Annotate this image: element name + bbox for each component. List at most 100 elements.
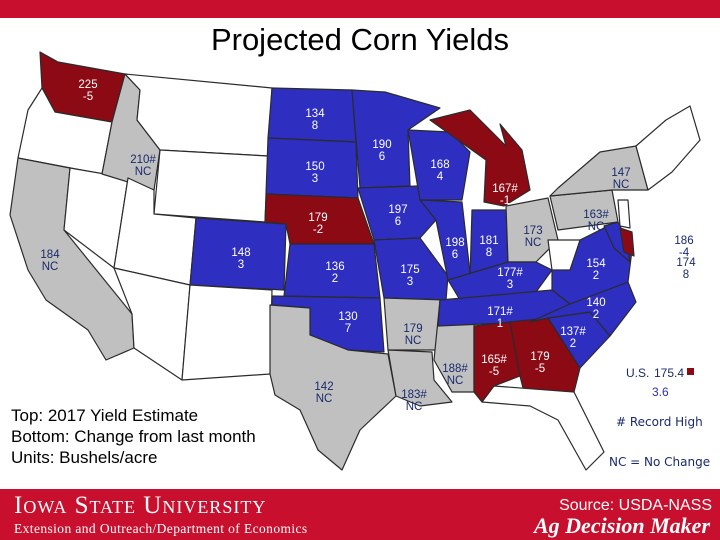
- state-top-wa: 225: [78, 79, 97, 91]
- state-shape-fl: [481, 385, 605, 471]
- state-top-de: 186: [674, 235, 693, 247]
- state-bottom-nd: 8: [312, 120, 318, 132]
- state-shape-ia: [357, 185, 437, 241]
- us-summary-label: U.S.: [626, 366, 649, 380]
- state-shape-co: [189, 217, 287, 291]
- state-top-oh: 173: [523, 225, 542, 237]
- state-shape-de: [619, 227, 635, 257]
- state-shape-wv: [547, 239, 581, 271]
- state-bottom-oh: NC: [525, 237, 542, 249]
- top-red-bar: [0, 0, 720, 18]
- state-top-tx: 142: [314, 381, 333, 393]
- state-top-la: 183#: [401, 389, 427, 401]
- legend-line-bottom: Bottom: Change from last month: [11, 427, 256, 446]
- state-bottom-ne: -2: [313, 224, 323, 236]
- state-bottom-md: 8: [683, 269, 689, 281]
- state-top-ks: 136: [325, 261, 344, 273]
- state-shape-mo: [373, 237, 449, 301]
- state-bottom-id: NC: [135, 166, 152, 178]
- state-top-wi: 168: [430, 159, 449, 171]
- state-shape-tx: [269, 304, 397, 471]
- state-bottom-pa: NC: [588, 221, 605, 233]
- state-bottom-ok: 7: [345, 323, 351, 335]
- state-top-va: 154: [586, 258, 606, 270]
- us-summary-swatch: [687, 368, 694, 375]
- state-top-ok: 130: [338, 311, 357, 323]
- state-bottom-ky: 3: [507, 279, 513, 291]
- state-bottom-ia: 6: [395, 216, 401, 228]
- state-bottom-sd: 3: [312, 173, 318, 185]
- state-top-id: 210#: [130, 154, 156, 166]
- state-shape-wy: [153, 149, 269, 223]
- state-shape-az: [113, 267, 191, 381]
- footer-bar: [0, 489, 720, 540]
- extension-text: Extension and Outreach/Department of Eco…: [14, 521, 308, 536]
- state-bottom-tn: 1: [497, 318, 503, 330]
- state-bottom-wa: -5: [83, 91, 93, 103]
- university-wordmark: Iowa State University: [14, 492, 267, 519]
- state-bottom-mn: 6: [379, 151, 385, 163]
- state-top-co: 148: [231, 247, 250, 259]
- state-shape-ne-states: [635, 105, 701, 191]
- state-shape-nm: [181, 284, 273, 381]
- state-top-ar: 179: [403, 323, 422, 335]
- state-bottom-sc: 2: [570, 338, 576, 350]
- state-bottom-de: -4: [679, 247, 690, 259]
- state-bottom-al: -5: [489, 366, 499, 378]
- state-top-pa: 163#: [583, 209, 609, 221]
- state-top-tn: 171#: [487, 306, 513, 318]
- state-bottom-tx: NC: [316, 393, 333, 405]
- state-top-al: 165#: [481, 354, 507, 366]
- state-bottom-in: 8: [486, 247, 492, 259]
- state-top-sd: 150: [305, 161, 324, 173]
- state-top-ia: 197: [388, 204, 407, 216]
- state-top-ga: 179: [530, 351, 549, 363]
- state-shape-ny: [549, 145, 649, 197]
- legend-line-units: Units: Bushels/acre: [11, 448, 158, 467]
- state-bottom-ms: NC: [447, 375, 464, 387]
- state-top-nc: 140: [586, 297, 605, 309]
- state-bottom-ks: 2: [332, 273, 338, 285]
- us-summary-top: 175.4: [654, 366, 684, 380]
- record-high-key: # Record High: [616, 415, 703, 429]
- state-bottom-nc: 2: [593, 309, 599, 321]
- state-top-ny: 147: [611, 167, 630, 179]
- no-change-key: NC = No Change: [609, 455, 711, 469]
- map-title: Projected Corn Yields: [210, 22, 510, 57]
- state-top-nd: 134: [305, 108, 325, 120]
- state-top-ne: 179: [308, 212, 327, 224]
- source-credit: Source: USDA-NASS: [559, 497, 712, 514]
- state-bottom-va: 2: [593, 270, 599, 282]
- state-bottom-ny: NC: [613, 179, 630, 191]
- state-bottom-wi: 4: [437, 171, 444, 183]
- state-shape-la: [387, 349, 453, 407]
- state-shape-mi: [429, 109, 531, 207]
- state-top-ca: 184: [40, 249, 60, 261]
- state-bottom-co: 3: [238, 259, 244, 271]
- us-summary-bottom: 3.6: [652, 385, 669, 399]
- state-top-sc: 137#: [560, 326, 586, 338]
- state-top-mn: 190: [372, 139, 391, 151]
- state-top-il: 198: [445, 237, 464, 249]
- ag-decision-maker-logo: Ag Decision Maker: [534, 513, 710, 538]
- state-bottom-mi: -1: [500, 195, 510, 207]
- state-bottom-la: NC: [406, 401, 423, 413]
- state-bottom-mo: 3: [407, 276, 413, 288]
- state-bottom-ga: -5: [535, 363, 545, 375]
- state-shape-va: [551, 225, 633, 305]
- state-shape-nj: [617, 199, 631, 229]
- state-top-mi: 167#: [492, 183, 518, 195]
- state-top-ky: 177#: [497, 267, 523, 279]
- us-summary: U.S. 175.4 3.6: [626, 366, 694, 399]
- state-top-ms: 188#: [442, 363, 468, 375]
- state-top-md: 174: [676, 257, 696, 269]
- state-shape-oh: [505, 197, 559, 263]
- state-top-mo: 175: [400, 264, 419, 276]
- legend-block: Top: 2017 Yield Estimate Bottom: Change …: [11, 405, 256, 468]
- state-bottom-ar: NC: [405, 335, 422, 347]
- state-shape-wi: [407, 129, 471, 201]
- state-bottom-il: 6: [452, 249, 458, 261]
- state-top-in: 181: [479, 235, 498, 247]
- state-bottom-ca: NC: [42, 261, 59, 273]
